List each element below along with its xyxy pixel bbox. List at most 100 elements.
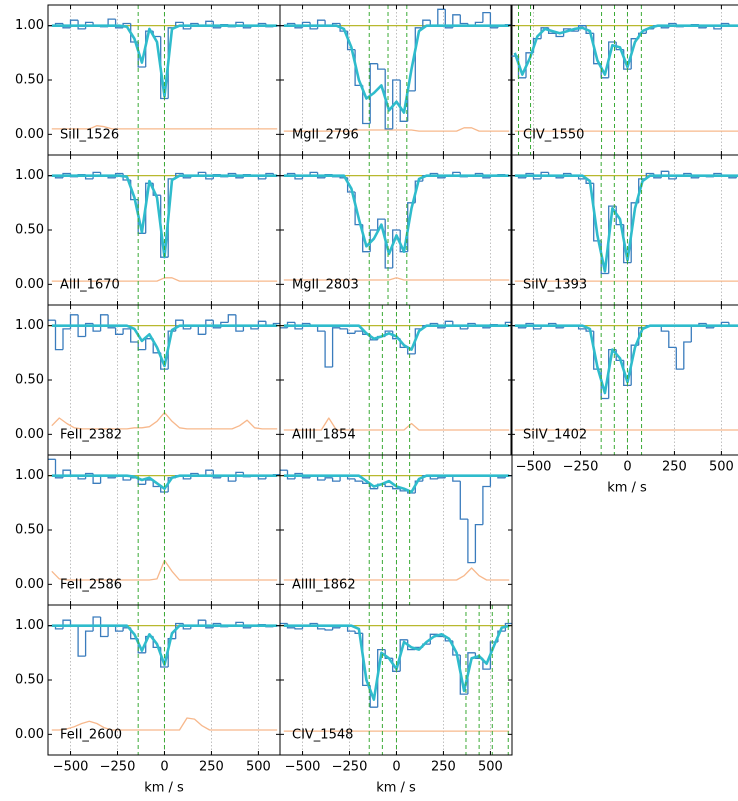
flux-step [227,314,236,323]
flux-step [190,22,199,29]
x-tick-label: 250 [199,760,224,775]
flux-step [190,472,199,479]
flux-step [235,471,244,482]
flux-step [324,628,333,631]
x-axis-label: km / s [144,781,184,796]
y-tick-label: 1.00 [15,318,44,333]
panel-label: CIV_1548 [292,728,353,743]
flux-step [668,331,677,349]
y-tick-label: 0.00 [15,427,44,442]
flux-step [482,485,491,525]
flux-step [482,658,491,670]
flux-step [660,325,669,332]
x-tick-label: −500 [285,760,321,775]
flux-step [212,320,221,329]
flux-step [197,325,206,335]
error-line [283,277,510,281]
flux-step [235,314,244,332]
flux-step [377,63,386,70]
flux-step [384,484,393,488]
y-tick-label: 1.00 [15,18,44,33]
flux-step [77,314,86,338]
flux-step [452,14,461,28]
flux-step [608,205,617,274]
model-line [51,174,278,259]
flux-step [690,325,699,342]
flux-step [324,331,333,368]
model-line [51,474,278,490]
flux-step [489,12,498,29]
panel-label: MgII_2803 [292,278,359,293]
flux-step [562,28,572,37]
flux-step [414,480,423,493]
flux-step [84,322,94,337]
model-line [513,24,738,76]
model-line [283,174,510,256]
flux-step [331,627,341,630]
panel-label: FeII_2586 [60,578,122,593]
flux-step [399,639,408,672]
y-tick-label: 0.50 [15,373,44,388]
panel-label: AlIII_1862 [292,578,356,593]
y-tick-label: 0.00 [15,127,44,142]
flux-step [668,171,677,180]
flux-step [489,475,498,487]
y-tick-label: 0.50 [15,673,44,688]
model-line [514,174,738,273]
flux-step [197,619,206,626]
flux-step [354,330,363,334]
flux-step [362,85,371,125]
flux-step [242,22,251,29]
flux-step [316,172,326,179]
y-tick-label: 1.00 [15,468,44,483]
x-tick-label: 0 [160,760,168,775]
x-tick-label: −250 [100,760,136,775]
x-axis-label: km / s [376,781,416,796]
flux-step [212,21,221,29]
flux-step [205,319,214,335]
flux-step [175,622,184,639]
flux-step [407,347,416,355]
flux-step [84,472,94,479]
flux-step [683,341,692,370]
x-tick-label: 500 [478,760,503,775]
panel-label: SiII_1526 [60,128,119,143]
flux-step [54,459,63,479]
flux-step [482,11,491,23]
flux-step [114,19,124,29]
flux-step [92,616,101,632]
flux-step [227,475,236,482]
flux-step [294,627,303,630]
x-axis-label: km / s [607,481,647,496]
y-tick-label: 0.00 [15,577,44,592]
error-line [283,567,510,581]
flux-step [399,488,408,492]
flux-step [384,69,393,130]
flux-step [167,638,176,667]
flux-step [84,630,94,657]
panel-label: CIV_1550 [523,128,584,143]
flux-step [130,328,139,343]
y-tick-label: 1.00 [15,168,44,183]
flux-step [324,477,333,480]
flux-step [459,481,468,520]
flux-step [160,36,169,100]
flux-step [399,80,408,122]
flux-step [414,27,423,91]
flux-step [339,327,348,330]
flux-step [429,633,438,645]
panel-label: SiIV_1402 [523,428,587,443]
flux-step [675,347,684,370]
panel-label: FeII_2600 [60,728,122,743]
flux-step [107,314,116,329]
flux-step [331,327,341,367]
x-tick-label: −500 [516,460,552,475]
flux-step [152,480,161,488]
flux-step [346,328,356,334]
flux-step [452,475,461,482]
flux-step [205,20,214,26]
y-tick-label: 0.50 [15,523,44,538]
y-tick-label: 0.00 [15,277,44,292]
y-tick-label: 0.50 [15,73,44,88]
